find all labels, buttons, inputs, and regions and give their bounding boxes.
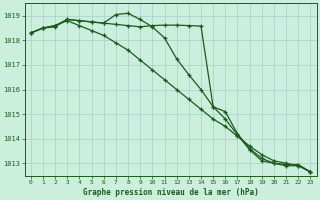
X-axis label: Graphe pression niveau de la mer (hPa): Graphe pression niveau de la mer (hPa)	[83, 188, 259, 197]
